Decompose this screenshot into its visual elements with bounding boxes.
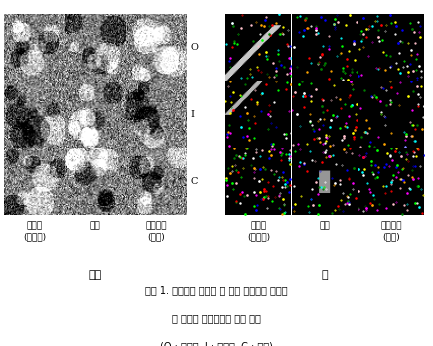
Text: 중간찰
(백진주): 중간찰 (백진주): [247, 221, 270, 242]
Text: 뽀얀멥쌀
(설갱): 뽀얀멥쌀 (설갱): [145, 221, 167, 242]
Text: 밥 횡단면 전자현미경 사진 비교: 밥 횡단면 전자현미경 사진 비교: [172, 313, 261, 323]
Text: 그림 1. 원품종과 중간찰 및 뽀얀 멥쌀간의 쌀알과: 그림 1. 원품종과 중간찰 및 뽀얀 멥쌀간의 쌀알과: [145, 285, 288, 295]
Text: 뽀얀멥쌀
(설갱): 뽀얀멥쌀 (설갱): [381, 221, 402, 242]
Text: 중간찰
(백진주): 중간찰 (백진주): [23, 221, 46, 242]
Text: O: O: [191, 43, 198, 52]
Text: 일품: 일품: [90, 221, 100, 230]
Text: (O : 바깥층, I : 중간층, C : 속층): (O : 바깥층, I : 중간층, C : 속층): [160, 341, 273, 346]
Text: I: I: [191, 110, 194, 119]
Text: 밥: 밥: [321, 270, 328, 280]
Text: 쌀알: 쌀알: [89, 270, 102, 280]
Text: C: C: [191, 176, 198, 185]
Text: 일품: 일품: [320, 221, 330, 230]
